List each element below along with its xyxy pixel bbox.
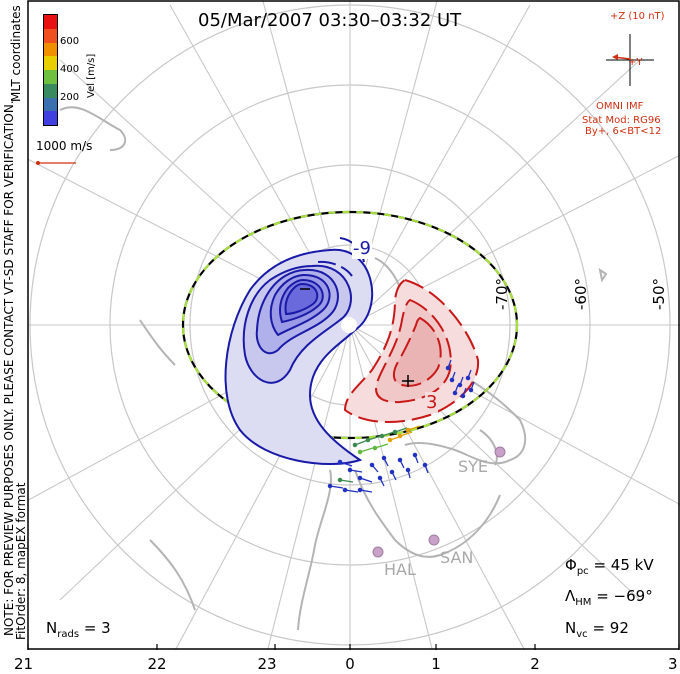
imf-clock	[606, 34, 654, 86]
station-label-san: SAN	[440, 548, 474, 567]
negative-potential-cell	[224, 237, 374, 466]
scale-vector-dot	[36, 161, 40, 165]
mlt-label-21: 21	[14, 655, 34, 673]
station-hal-icon	[372, 546, 384, 558]
colorbar-tick-200: 200	[60, 92, 80, 103]
stat-model-condition: By+, 6<BT<12	[585, 126, 662, 137]
stat-lambda-hm: ΛHM = −69°	[565, 587, 653, 608]
scale-vector-label: 1000 m/s	[36, 139, 93, 153]
pole-marker	[341, 317, 357, 333]
contour-label-negative: -9	[352, 238, 372, 259]
station-label-hal: HAL	[384, 560, 416, 579]
latitude-label-70: -70°	[493, 278, 511, 310]
radar-stations	[372, 446, 506, 558]
imf-source-label: OMNI IMF	[596, 101, 644, 112]
colorbar-label: Vel [m/s]	[86, 53, 97, 98]
positive-potential-cell	[343, 278, 480, 423]
latitude-label-60: -60°	[572, 278, 590, 310]
map-title: 05/Mar/2007 03:30–03:32 UT	[198, 10, 462, 31]
stat-phi-pc: Φpc = 45 kV	[565, 556, 654, 577]
stat-model-label: Stat Mod: RG96	[582, 115, 661, 126]
imf-y-label: +Y	[628, 57, 643, 68]
mlt-label-1: 1	[431, 655, 441, 673]
imf-z-label: +Z (10 nT)	[610, 11, 665, 22]
fit-order-note: FitOrder: 8, mapEX format	[14, 482, 28, 640]
mlt-label-22: 22	[147, 655, 167, 673]
station-sye-icon	[494, 446, 506, 458]
heppner-maynard-boundary-dash	[181, 210, 519, 440]
stat-n-rads: Nrads = 3	[46, 619, 111, 640]
velocity-colorbar	[43, 14, 58, 126]
plot-frame	[27, 0, 680, 650]
coastlines	[59, 106, 608, 631]
mlt-label-23: 23	[257, 655, 277, 673]
colorbar-tick-600: 600	[60, 36, 80, 47]
velocity-vectors	[327, 359, 475, 493]
coordinate-system-label: MLT coordinates	[9, 5, 23, 102]
mlt-label-3: 3	[668, 655, 678, 673]
contour-label-positive: 3	[425, 392, 439, 413]
mlt-axis-ticks	[27, 644, 680, 650]
station-label-sye: SYE	[458, 457, 489, 476]
latitude-label-50: -50°	[650, 278, 668, 310]
station-san-icon	[428, 534, 440, 546]
mlt-label-0: 0	[345, 655, 355, 673]
mlt-label-2: 2	[530, 655, 540, 673]
stat-n-vc: Nvc = 92	[565, 619, 629, 640]
colorbar-tick-400: 400	[60, 64, 80, 75]
